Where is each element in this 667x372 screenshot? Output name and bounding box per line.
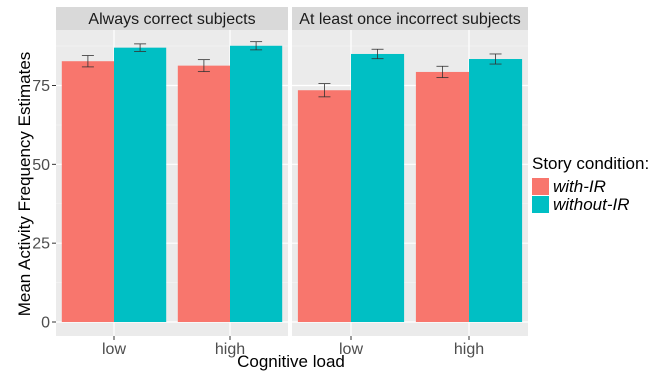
x-axis-title: Cognitive load (237, 352, 345, 371)
error-bar (250, 41, 263, 51)
panel-title: Always correct subjects (88, 11, 255, 28)
panel-title: At least once incorrect subjects (299, 11, 520, 28)
error-bar (81, 55, 94, 68)
panel-2: At least once incorrect subjects low high (292, 7, 528, 358)
error-bar (371, 48, 384, 60)
legend-label: with-IR (553, 177, 606, 196)
bar-without-IR-high (230, 45, 283, 322)
panel-strip (292, 7, 528, 30)
bar-without-IR-low (114, 47, 167, 322)
x-tick-label: low (102, 341, 126, 358)
bar-with-IR-low (297, 90, 351, 322)
y-tick-label: 25 (32, 236, 50, 253)
bar-without-IR-high (469, 59, 523, 323)
y-tick-label: 75 (32, 78, 50, 95)
legend-title: Story condition: (532, 154, 649, 173)
error-bar (436, 65, 449, 79)
bar-with-IR-high (177, 65, 230, 322)
error-bar (318, 83, 331, 98)
bar-with-IR-low (61, 61, 114, 323)
error-bar (197, 59, 210, 73)
error-bar (489, 53, 502, 65)
panel-strip (56, 7, 288, 30)
y-tick-label: 50 (32, 157, 50, 174)
x-tick-label: high (454, 341, 484, 358)
bar-with-IR-high (415, 71, 469, 322)
x-tick-label: high (215, 341, 245, 358)
legend-label: without-IR (553, 195, 630, 214)
panel-1: Always correct subjects low high (56, 7, 288, 358)
x-tick-label: low (339, 341, 363, 358)
legend-key-with-IR (532, 178, 549, 195)
error-bar (134, 43, 147, 52)
y-tick-label: 0 (41, 315, 50, 332)
y-axis-title: Mean Activity Frequency Estimates (15, 52, 34, 317)
bar-without-IR-low (351, 53, 405, 322)
legend-key-without-IR (532, 196, 549, 213)
